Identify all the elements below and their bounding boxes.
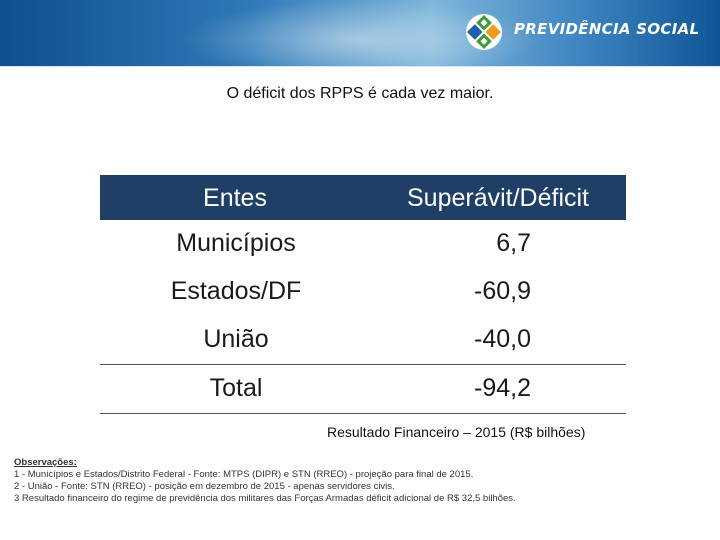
previdencia-logo: PREVIDÊNCIA SOCIAL: [464, 12, 709, 52]
row-valor: 6,7: [496, 229, 531, 257]
row-ente: Estados/DF: [170, 277, 302, 305]
table-row: Municípios 6,7: [100, 220, 626, 268]
row-ente: União: [203, 325, 269, 353]
previdencia-logo-icon: [466, 14, 502, 50]
table-total-row: Total -94,2: [100, 365, 626, 414]
observations-heading: Observações:: [14, 457, 77, 468]
financial-result-table: Entes Superávit/Déficit Municípios 6,7 E…: [100, 175, 626, 414]
table-caption: Resultado Financeiro – 2015 (R$ bilhões): [327, 424, 586, 440]
row-valor: -40,0: [474, 325, 531, 353]
row-valor: -60,9: [474, 277, 531, 305]
column-header-entes: Entes: [203, 184, 267, 212]
observations: Observações: 1 - Municípios e Estados/Di…: [14, 457, 714, 505]
observation-line: 3 Resultado financeiro do regime de prev…: [14, 493, 516, 504]
table-header: Entes Superávit/Déficit: [100, 175, 626, 220]
table-row: União -40,0: [100, 316, 626, 365]
total-value: -94,2: [474, 374, 531, 402]
total-label: Total: [209, 374, 263, 402]
header-band: PREVIDÊNCIA SOCIAL: [0, 0, 720, 67]
observation-line: 1 - Municípios e Estados/Distrito Federa…: [14, 469, 474, 480]
observation-line: 2 - União - Fonte: STN (RREO) - posição …: [14, 481, 395, 492]
table-row: Estados/DF -60,9: [100, 268, 626, 316]
brand-name: PREVIDÊNCIA SOCIAL: [514, 20, 700, 38]
row-ente: Municípios: [176, 229, 296, 257]
slide-title: O déficit dos RPPS é cada vez maior.: [226, 85, 494, 102]
column-header-superavit-deficit: Superávit/Déficit: [406, 184, 590, 212]
